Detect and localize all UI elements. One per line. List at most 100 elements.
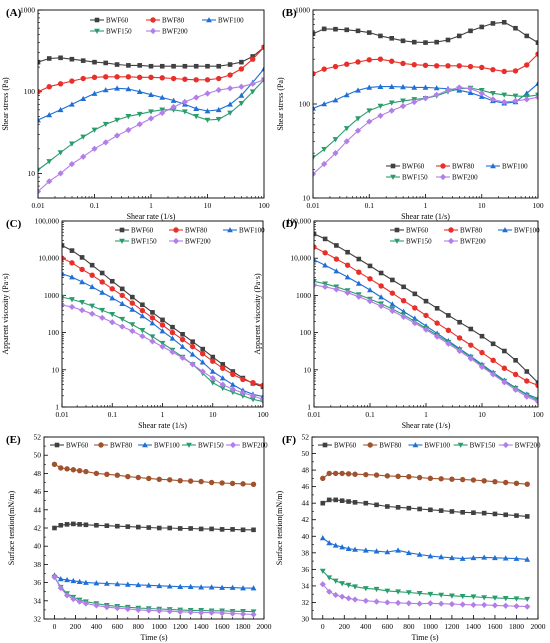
data-point — [52, 525, 57, 531]
data-point — [169, 335, 176, 341]
x-tick-label: 1 — [424, 410, 428, 419]
y-tick-label: 100,000 — [35, 217, 60, 226]
series-bwf200 — [313, 84, 538, 178]
data-point — [321, 66, 327, 72]
data-point — [384, 588, 391, 594]
data-point — [99, 279, 105, 285]
y-axis-label: Shear stress (Pa) — [1, 77, 10, 131]
plot-frame — [61, 220, 264, 408]
data-point — [535, 80, 538, 86]
legend-item-bwf80: BWF80 — [436, 163, 475, 171]
legend-item-bwf100: BWF100 — [486, 163, 528, 171]
data-point — [51, 574, 58, 581]
series-bwf80 — [38, 44, 264, 95]
data-point — [250, 611, 257, 618]
data-point — [400, 38, 406, 44]
data-point — [433, 63, 440, 69]
data-point — [169, 348, 176, 356]
data-point — [182, 76, 188, 82]
data-point — [438, 508, 444, 513]
data-point — [83, 468, 89, 475]
data-point — [119, 286, 125, 292]
data-point — [445, 63, 451, 69]
data-point — [344, 61, 350, 67]
x-tick-label: 800 — [403, 622, 415, 631]
data-point — [250, 397, 256, 403]
data-point — [205, 63, 210, 69]
data-point — [89, 310, 96, 317]
data-point — [227, 72, 233, 78]
data-point — [250, 481, 257, 488]
data-point — [130, 294, 135, 300]
data-point — [210, 354, 216, 360]
data-point — [373, 548, 380, 554]
legend: BWF60 BWF80 BWF100 BWF150 BWF200 — [386, 163, 528, 182]
data-point — [501, 19, 507, 25]
data-point — [321, 101, 328, 107]
data-point — [313, 31, 316, 36]
series-bwf200 — [314, 281, 538, 405]
y-tick-label: 30 — [302, 615, 310, 624]
data-point — [352, 584, 358, 590]
data-point — [199, 368, 206, 375]
data-point — [250, 54, 256, 59]
data-point — [136, 121, 143, 128]
data-point — [167, 477, 173, 483]
data-point — [535, 382, 538, 389]
data-point — [492, 511, 498, 517]
data-point — [490, 371, 497, 378]
legend-marker — [390, 163, 396, 169]
data-point — [216, 63, 222, 69]
data-point — [149, 334, 156, 340]
data-point — [470, 594, 477, 600]
data-point — [346, 499, 351, 504]
data-point — [438, 592, 445, 598]
data-point — [356, 269, 362, 275]
data-point — [343, 126, 350, 132]
data-point — [119, 300, 126, 306]
data-point — [524, 603, 531, 610]
data-point — [209, 380, 216, 386]
data-point — [259, 396, 263, 403]
data-point — [373, 472, 380, 478]
data-point — [135, 524, 141, 530]
data-point — [467, 89, 474, 95]
data-point — [166, 608, 173, 615]
x-tick-label: 1600 — [215, 622, 230, 631]
x-tick-label: 1200 — [444, 622, 459, 631]
data-point — [238, 83, 245, 90]
legend-item-bwf150: BWF150 — [182, 442, 224, 450]
series-bwf150 — [38, 77, 264, 173]
x-tick-label: 100 — [258, 201, 270, 210]
legend-item-bwf80: BWF80 — [169, 227, 208, 235]
y-tick-label: 40 — [34, 542, 42, 551]
data-point — [238, 101, 245, 107]
data-point — [373, 586, 380, 593]
y-tick-label: 48 — [302, 466, 310, 475]
legend-label: BWF150 — [106, 28, 132, 36]
panel-label: (A) — [6, 7, 22, 19]
x-tick-label: 800 — [133, 622, 145, 631]
data-point — [367, 287, 373, 293]
x-tick-label: 1400 — [466, 622, 481, 631]
data-point — [322, 283, 329, 290]
data-point — [76, 598, 83, 605]
data-point — [502, 602, 509, 609]
data-point — [481, 601, 488, 609]
data-point — [38, 59, 41, 65]
data-point — [322, 250, 328, 256]
x-axis-label: Time (s) — [140, 633, 167, 642]
data-point — [78, 307, 86, 314]
legend-item-bwf150: BWF150 — [453, 442, 496, 450]
data-point — [204, 108, 211, 114]
data-point — [198, 526, 204, 532]
data-point — [489, 96, 497, 103]
series-bwf80 — [313, 51, 538, 77]
x-tick-label: 200 — [339, 622, 351, 631]
data-point — [405, 600, 412, 607]
legend-item-bwf200: BWF200 — [444, 238, 486, 246]
data-point — [332, 542, 339, 548]
data-point — [534, 398, 538, 405]
series-line-bwf60 — [322, 499, 528, 517]
data-point — [411, 39, 417, 45]
